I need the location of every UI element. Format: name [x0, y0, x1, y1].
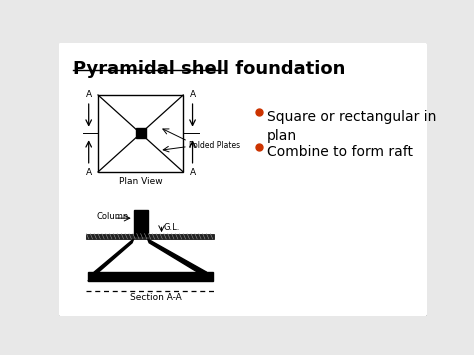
Text: A: A	[86, 90, 92, 99]
Polygon shape	[147, 239, 213, 281]
Polygon shape	[88, 239, 134, 281]
Text: G.L.: G.L.	[164, 223, 180, 232]
Text: Square or rectangular in
plan: Square or rectangular in plan	[267, 110, 437, 143]
Text: Section A-A: Section A-A	[130, 293, 182, 302]
Bar	[134, 211, 147, 236]
Text: Column: Column	[96, 212, 129, 221]
Bar	[88, 272, 213, 281]
Text: Plan View: Plan View	[119, 178, 163, 186]
FancyBboxPatch shape	[58, 41, 428, 317]
Text: Combine to form raft: Combine to form raft	[267, 145, 413, 159]
Text: A: A	[190, 90, 196, 99]
Text: Pyramidal shell foundation: Pyramidal shell foundation	[73, 60, 346, 77]
Bar	[136, 129, 146, 138]
Text: Folded Plates: Folded Plates	[189, 141, 240, 149]
Text: A: A	[86, 168, 92, 177]
Bar	[98, 95, 183, 172]
Bar	[86, 234, 214, 239]
Text: A: A	[190, 168, 196, 177]
